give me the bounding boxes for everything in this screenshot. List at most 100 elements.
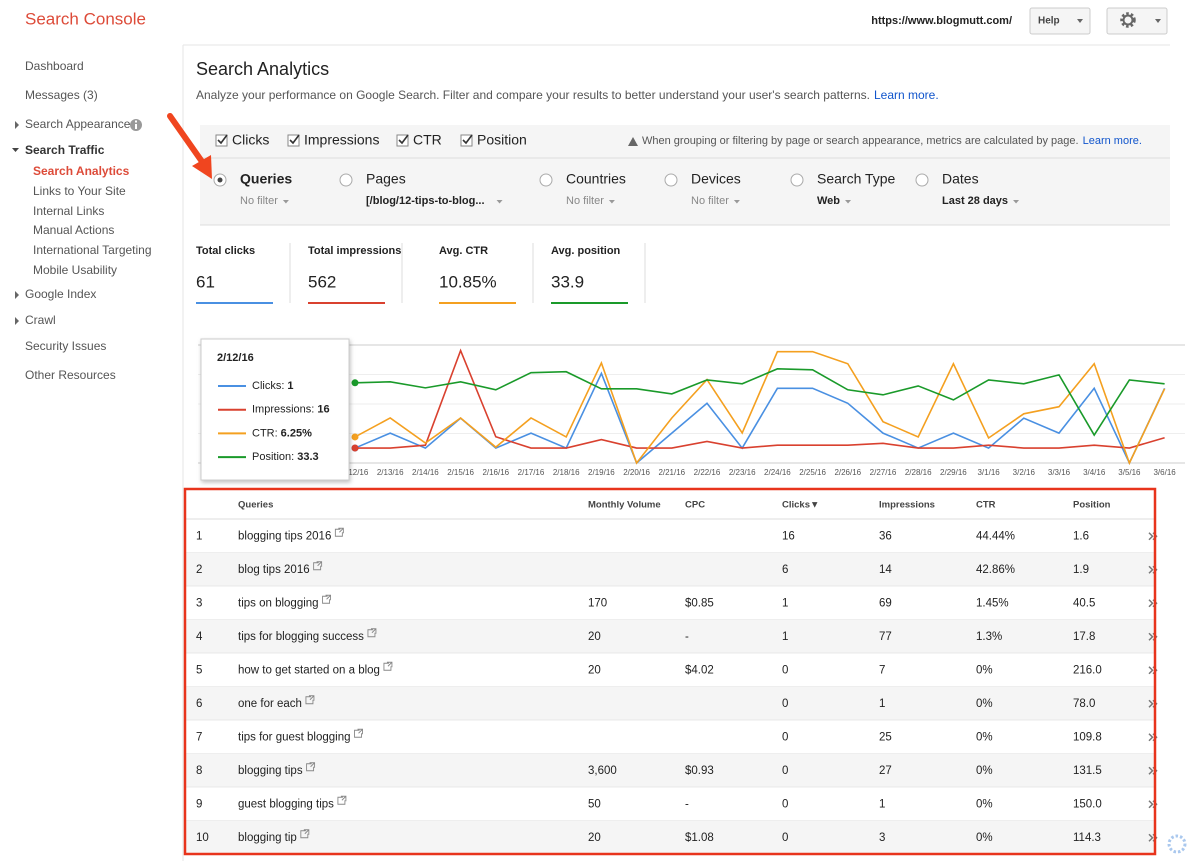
brand[interactable]: Search Console <box>25 9 146 28</box>
cell: 14 <box>879 564 892 576</box>
checkbox[interactable]: Impressions <box>287 132 379 148</box>
settings-button[interactable] <box>1106 7 1168 35</box>
table-row[interactable]: 2 blog tips 2016 6 14 42.86% 1.9 <box>186 552 1158 587</box>
total-underline <box>439 302 516 304</box>
caret <box>733 200 740 204</box>
nav-subitem[interactable]: Mobile Usability <box>33 263 117 277</box>
x-tick-label: 3/6/16 <box>1153 468 1176 477</box>
checkmark <box>462 134 473 145</box>
tooltip-label: CTR: <box>252 427 278 439</box>
cell: 40.5 <box>1073 597 1095 609</box>
nav-item[interactable]: Messages (3) <box>25 88 98 102</box>
column-header: CPC <box>685 500 705 511</box>
radio <box>915 173 929 187</box>
filter[interactable]: Countries No filter <box>539 171 626 207</box>
cell: 0% <box>976 731 993 743</box>
notice-link[interactable]: Learn more. <box>1083 135 1142 147</box>
expander[interactable] <box>15 121 19 129</box>
x-tick-label: 2/12/16 <box>342 468 369 477</box>
external-link-icon[interactable] <box>300 829 310 839</box>
total-label: Total clicks <box>196 245 255 257</box>
table-row[interactable]: 8 blogging tips 3,600 $0.93 0 27 0% 131.5 <box>186 753 1158 788</box>
x-tick-label: 2/26/16 <box>834 468 861 477</box>
cell: 0 <box>782 832 788 844</box>
row-stripe <box>186 619 1154 653</box>
row-stripe <box>186 686 1154 720</box>
help-button[interactable]: Help <box>1029 7 1091 35</box>
filter[interactable]: Pages [/blog/12-tips-to-blog... <box>339 171 503 207</box>
checkbox-box <box>396 134 409 147</box>
filter-value: No filter <box>566 195 604 207</box>
filter[interactable]: Dates Last 28 days <box>915 171 1020 207</box>
nav-item[interactable]: Dashboard <box>25 59 84 73</box>
checkbox-label: CTR <box>413 132 442 148</box>
table-row[interactable]: 10 blogging tip 20 $1.08 0 3 0% 114.3 <box>186 820 1158 855</box>
nav-subitem[interactable]: International Targeting <box>33 243 152 257</box>
cell: 0% <box>976 765 993 777</box>
nav-item[interactable]: Other Resources <box>25 368 116 382</box>
site-url[interactable]: https://www.blogmutt.com/ <box>871 15 1012 27</box>
filter[interactable]: Search Type Web <box>790 171 896 207</box>
filter[interactable]: Devices No filter <box>664 171 741 207</box>
nav-item[interactable]: Search Traffic <box>25 143 105 157</box>
table-row[interactable]: 6 one for each 0 1 0% 78.0 <box>186 686 1158 721</box>
external-link-icon[interactable] <box>367 628 377 638</box>
filter-value: Last 28 days <box>942 195 1008 207</box>
checkbox[interactable]: CTR <box>396 132 442 148</box>
nav-subitem[interactable]: Search Analytics <box>33 164 130 178</box>
table-row[interactable]: 3 tips on blogging 170 $0.85 1 69 1.45% 40.5 <box>186 594 1158 620</box>
nav-item[interactable]: Crawl <box>25 313 56 327</box>
cell: 9 <box>196 798 202 810</box>
learn-more-link[interactable]: Learn more. <box>874 88 939 102</box>
table-row[interactable]: 7 tips for guest blogging 0 25 0% 109.8 <box>186 728 1158 754</box>
filter-panel <box>200 125 1170 225</box>
checkbox[interactable]: Clicks <box>215 132 269 148</box>
cell: 0 <box>782 698 788 710</box>
external-link-icon[interactable] <box>306 762 316 772</box>
external-link-icon[interactable] <box>383 661 393 671</box>
nav-subitem[interactable]: Internal Links <box>33 204 104 218</box>
table-row[interactable]: 5 how to get started on a blog 20 $4.02 0 7 0%… <box>186 661 1158 687</box>
cell: $0.85 <box>685 597 714 609</box>
total-underline <box>196 302 273 304</box>
total-underline <box>308 302 385 304</box>
arrow-shaft <box>167 113 206 166</box>
column-header[interactable]: Clicks▼ <box>782 500 819 511</box>
nav-item[interactable]: Google Index <box>25 287 96 301</box>
expander[interactable] <box>12 148 19 152</box>
external-link-icon[interactable] <box>337 795 347 805</box>
external-link-icon[interactable] <box>334 527 344 537</box>
table-row[interactable]: 4 tips for blogging success 20 - 1 77 1.3% 17.8 <box>186 619 1158 654</box>
table-row[interactable]: 9 guest blogging tips 50 - 0 1 0% 150.0 <box>186 795 1158 821</box>
nav-item[interactable]: Search Appearance <box>25 117 131 131</box>
cell: 1.6 <box>1073 530 1089 542</box>
x-tick-label: 2/19/16 <box>588 468 615 477</box>
button-bg <box>1106 7 1168 35</box>
row-stripe <box>186 753 1154 787</box>
filter[interactable]: Queries No filter <box>213 171 292 207</box>
nav-subitem[interactable]: Links to Your Site <box>33 184 126 198</box>
checkbox[interactable]: Position <box>460 132 527 148</box>
column-header: Queries <box>238 500 273 511</box>
x-tick-label: 3/2/16 <box>1013 468 1036 477</box>
tooltip-label: Clicks: <box>252 380 284 392</box>
nav-subitem[interactable]: Manual Actions <box>33 223 114 237</box>
cell: 2 <box>196 564 202 576</box>
expander[interactable] <box>15 291 19 299</box>
filter-value: No filter <box>240 195 278 207</box>
page-title: Search Analytics <box>196 59 329 79</box>
external-link-icon[interactable] <box>322 594 332 604</box>
external-link-icon[interactable] <box>313 561 323 571</box>
query: tips for guest blogging <box>238 731 351 743</box>
external-link-icon[interactable] <box>305 695 315 705</box>
expander[interactable] <box>15 317 19 325</box>
cell: 20 <box>588 631 601 643</box>
checkmark <box>289 134 300 145</box>
series-line <box>354 371 1166 465</box>
table-row[interactable]: 1 blogging tips 2016 16 36 44.44% 1.6 <box>186 527 1158 553</box>
external-link-icon[interactable] <box>354 728 363 738</box>
cell: 1.3% <box>976 631 1002 643</box>
nav-item[interactable]: Security Issues <box>25 339 106 353</box>
tooltip-value: 33.3 <box>297 451 318 463</box>
